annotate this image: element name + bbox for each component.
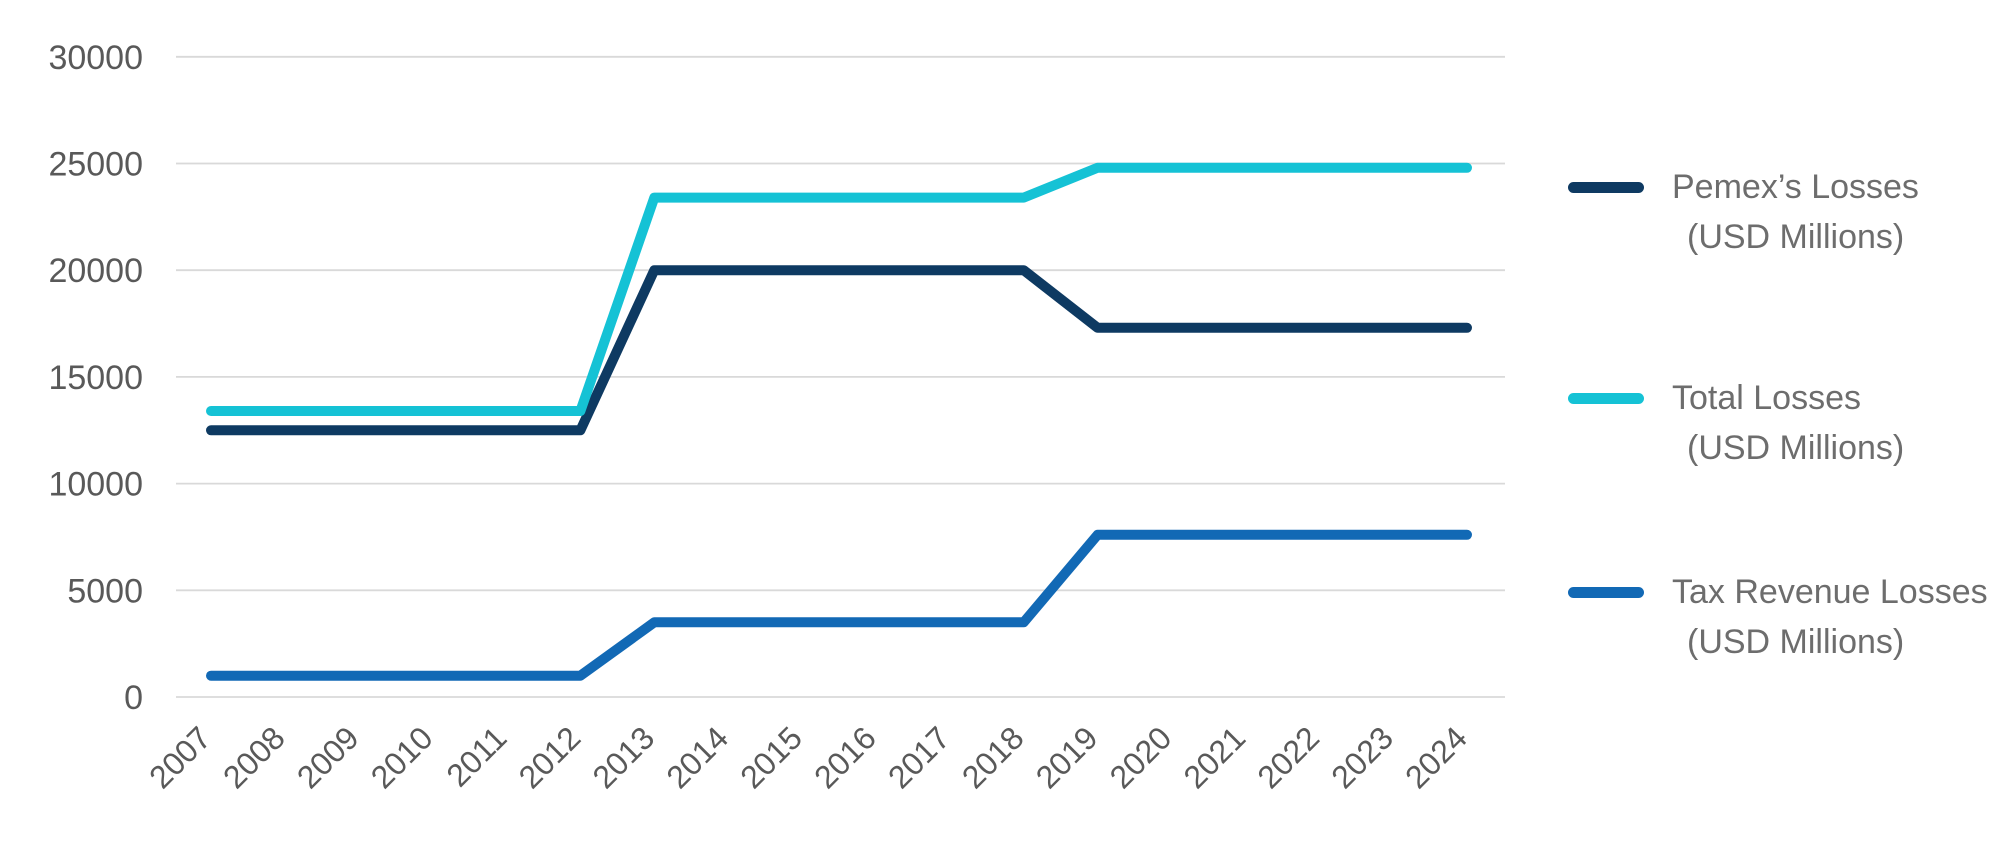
legend-swatch-tax-revenue-losses bbox=[1568, 587, 1644, 598]
x-axis-tick-label: 2011 bbox=[439, 719, 513, 793]
y-axis-tick-label: 15000 bbox=[48, 359, 143, 397]
y-axis-tick-label: 0 bbox=[124, 679, 143, 717]
x-axis-tick-label: 2022 bbox=[1250, 719, 1326, 795]
x-axis-tick-label: 2009 bbox=[290, 719, 366, 795]
legend-item-tax-revenue-losses: Tax Revenue Losses (USD Millions) bbox=[1568, 567, 1988, 667]
x-axis-tick-label: 2010 bbox=[364, 719, 440, 795]
legend-label: Pemex’s Losses (USD Millions) bbox=[1672, 162, 1919, 262]
series-line-total-losses-usd-millions bbox=[206, 162, 1472, 416]
y-axis-tick-label: 10000 bbox=[48, 466, 143, 504]
x-axis-tick-label: 2019 bbox=[1029, 719, 1105, 795]
x-axis-tick-label: 2014 bbox=[659, 719, 735, 795]
legend-swatch-total-losses bbox=[1568, 393, 1644, 404]
legend-label: Total Losses (USD Millions) bbox=[1672, 373, 1904, 473]
x-axis-tick-label: 2023 bbox=[1324, 719, 1400, 795]
chart-legend: Pemex’s Losses (USD Millions) Total Losses… bbox=[1568, 0, 1998, 849]
legend-item-subtitle: (USD Millions) bbox=[1687, 218, 1905, 256]
legend-item-title: Pemex’s Losses bbox=[1672, 168, 1919, 206]
legend-label: Tax Revenue Losses (USD Millions) bbox=[1672, 567, 1988, 667]
x-axis-tick-label: 2008 bbox=[216, 719, 292, 795]
series-line-tax-revenue-losses-usd-millions bbox=[206, 529, 1472, 681]
legend-item-pemex-s-losses: Pemex’s Losses (USD Millions) bbox=[1568, 162, 1919, 262]
y-axis-tick-label: 20000 bbox=[48, 252, 143, 290]
x-axis-tick-label: 2015 bbox=[733, 719, 809, 795]
series-line-pemex-s-losses-usd-millions bbox=[206, 265, 1472, 436]
x-axis-tick-label: 2012 bbox=[512, 719, 588, 795]
legend-item-title: Tax Revenue Losses bbox=[1672, 573, 1988, 611]
x-axis-tick-label: 2017 bbox=[881, 719, 957, 795]
legend-item-subtitle: (USD Millions) bbox=[1687, 623, 1905, 661]
y-axis-tick-label: 5000 bbox=[67, 572, 143, 610]
legend-item-subtitle: (USD Millions) bbox=[1687, 429, 1905, 467]
x-axis-tick-label: 2013 bbox=[585, 719, 661, 795]
legend-item-title: Total Losses bbox=[1672, 379, 1861, 417]
legend-item-total-losses: Total Losses (USD Millions) bbox=[1568, 373, 1904, 473]
x-axis-tick-label: 2018 bbox=[955, 719, 1031, 795]
y-axis-tick-label: 25000 bbox=[48, 146, 143, 184]
legend-swatch-pemex-s-losses bbox=[1568, 182, 1644, 193]
x-axis-tick-label: 2016 bbox=[807, 719, 883, 795]
x-axis-tick-label: 2007 bbox=[142, 719, 218, 795]
x-axis-tick-label: 2020 bbox=[1103, 719, 1179, 795]
x-axis-tick-label: 2024 bbox=[1398, 719, 1474, 795]
x-axis-tick-label: 2021 bbox=[1177, 719, 1253, 795]
y-axis-tick-label: 30000 bbox=[48, 39, 143, 77]
